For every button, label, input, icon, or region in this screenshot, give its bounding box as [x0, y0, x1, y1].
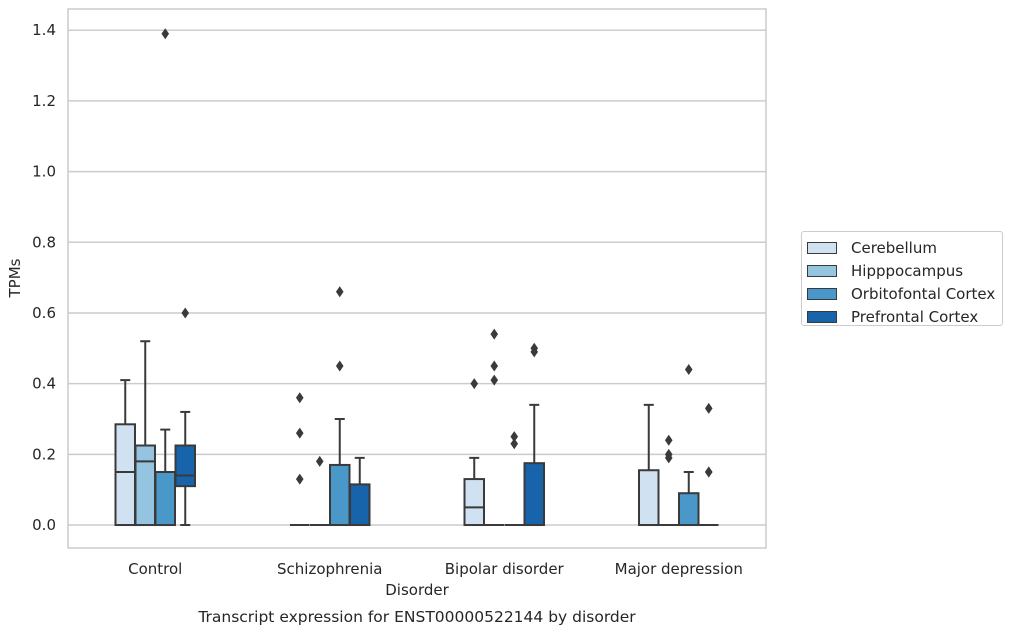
outlier-point — [530, 342, 539, 354]
x-tick-label: Schizophrenia — [277, 560, 382, 578]
legend-item-prefrontal-cortex: Prefrontal Cortex — [807, 305, 1002, 328]
outlier-point — [335, 286, 344, 298]
legend-swatch — [807, 241, 837, 254]
box-group — [134, 340, 156, 527]
legend-item-cerebellum: Cerebellum — [807, 236, 1002, 259]
x-tick-labels: Control Schizophrenia Bipolar disorder Majo… — [128, 560, 743, 578]
outlier-point — [510, 431, 519, 443]
x-tick-label: Bipolar disorder — [445, 560, 565, 578]
chart-title: Transcript expression for ENST0000052214… — [197, 608, 636, 626]
box — [154, 471, 176, 527]
legend-item-hippocampus: Hipppocampus — [807, 259, 1002, 282]
outlier-point — [470, 378, 479, 390]
box — [638, 469, 660, 527]
x-axis-label: Disorder — [385, 581, 449, 599]
box — [349, 483, 371, 527]
box-group — [310, 455, 330, 527]
box-group — [290, 392, 310, 527]
y-tick-label: 0.6 — [32, 304, 56, 322]
box — [174, 444, 196, 488]
legend-swatch — [807, 310, 837, 323]
outlier-point — [161, 28, 170, 40]
outlier-point — [181, 307, 190, 319]
outlier-point — [295, 473, 304, 485]
box — [678, 492, 700, 527]
box-group — [463, 378, 485, 527]
box-group — [678, 364, 700, 527]
box-group — [504, 431, 524, 527]
outlier-point — [704, 466, 713, 478]
y-tick-labels: 0.0 0.2 0.4 0.6 0.8 1.0 1.2 1.4 — [32, 21, 56, 534]
outlier-point — [684, 364, 693, 376]
box-group — [484, 328, 504, 527]
boxes-layer — [114, 28, 719, 527]
legend-item-orbitofrontal-cortex: Orbitofontal Cortex — [807, 282, 1002, 305]
legend-label: Orbitofontal Cortex — [851, 284, 996, 303]
outlier-point — [664, 448, 673, 460]
outlier-point — [510, 438, 519, 450]
box-group — [349, 456, 371, 527]
box — [463, 478, 485, 527]
legend-label: Cerebellum — [851, 238, 937, 257]
box-group — [114, 379, 136, 527]
box — [134, 444, 156, 527]
x-tick-label: Control — [128, 560, 182, 578]
outlier-point — [335, 360, 344, 372]
box-group — [638, 403, 660, 527]
legend-label: Prefrontal Cortex — [851, 307, 979, 326]
box — [114, 423, 136, 527]
y-tick-label: 0.4 — [32, 375, 56, 393]
outlier-point — [704, 402, 713, 414]
outlier-point — [295, 392, 304, 404]
box-group — [523, 342, 545, 527]
legend-label: Hipppocampus — [851, 261, 964, 280]
outlier-point — [490, 374, 499, 386]
box-group — [699, 402, 719, 527]
legend: Cerebellum Hipppocampus Orbitofontal Cor… — [801, 231, 1003, 326]
outlier-point — [295, 427, 304, 439]
box — [329, 463, 351, 527]
y-axis-label: TPMs — [6, 258, 24, 298]
box-group — [329, 286, 351, 527]
outlier-point — [490, 360, 499, 372]
box-group — [174, 307, 196, 527]
y-tick-label: 1.0 — [32, 163, 56, 181]
box — [523, 462, 545, 527]
y-tick-label: 1.2 — [32, 92, 56, 110]
plot-frame — [67, 8, 767, 549]
y-tick-label: 0.0 — [32, 516, 56, 534]
legend-swatch — [807, 264, 837, 277]
y-tick-label: 0.2 — [32, 445, 56, 463]
box-group — [659, 434, 679, 527]
y-tick-label: 0.8 — [32, 233, 56, 251]
outlier-point — [315, 455, 324, 467]
outlier-point — [490, 328, 499, 340]
box-group — [154, 28, 176, 527]
x-tick-label: Major depression — [615, 560, 743, 578]
legend-swatch — [807, 287, 837, 300]
grid-lines — [68, 29, 766, 526]
outlier-point — [664, 434, 673, 446]
y-tick-label: 1.4 — [32, 21, 56, 39]
